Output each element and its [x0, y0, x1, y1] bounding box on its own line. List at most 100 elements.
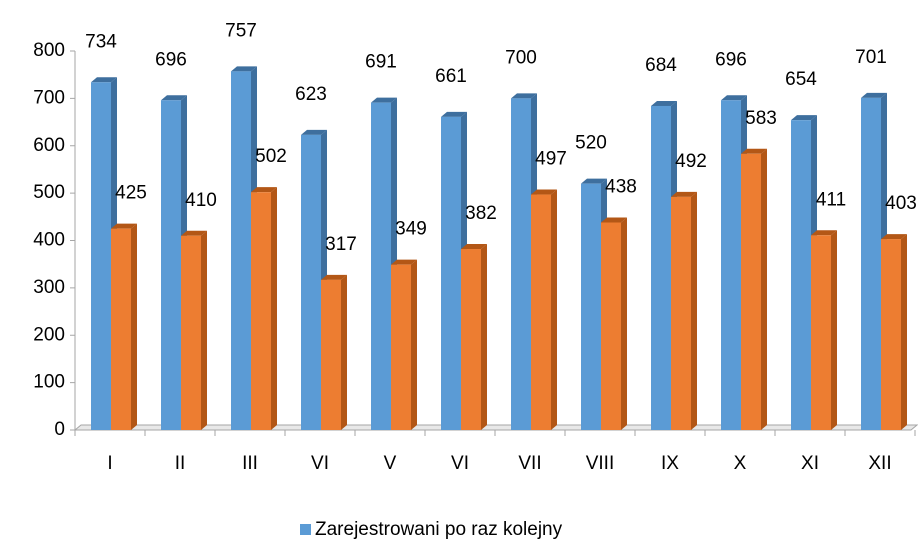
- floor: [73, 424, 918, 431]
- y-tick-label: 200: [33, 324, 65, 345]
- data-label: 623: [295, 84, 327, 105]
- bar: [251, 192, 271, 430]
- bar-top: [391, 259, 417, 265]
- bar-side: [201, 230, 207, 430]
- data-label: 349: [395, 219, 427, 240]
- bar: [601, 222, 621, 430]
- bar: [791, 120, 811, 430]
- bar-top: [581, 178, 607, 184]
- bar-side: [901, 234, 907, 430]
- bar-top: [601, 217, 627, 223]
- bar: [301, 134, 321, 430]
- bar-top: [791, 115, 817, 121]
- bar-side: [551, 189, 557, 430]
- x-tick-label: IX: [661, 453, 679, 474]
- data-label: 411: [816, 189, 846, 210]
- bar-group: [671, 191, 697, 430]
- x-tick-label: XI: [801, 453, 819, 474]
- bar-top: [91, 77, 117, 83]
- x-tick-label: VI: [451, 453, 469, 474]
- data-label: 492: [675, 151, 707, 172]
- x-tick-label: V: [384, 453, 397, 474]
- bar: [741, 153, 761, 430]
- bar-top: [881, 234, 907, 240]
- bar-side: [831, 230, 837, 430]
- data-label: 497: [535, 149, 567, 170]
- x-tick-label: XII: [868, 453, 891, 474]
- data-label: 757: [225, 20, 257, 41]
- bar: [881, 239, 901, 430]
- data-label: 403: [885, 193, 917, 214]
- bar-top: [861, 92, 887, 98]
- bar: [861, 97, 881, 431]
- x-tick-label: I: [107, 453, 112, 474]
- bar: [811, 235, 831, 430]
- bar-top: [301, 129, 327, 135]
- bar-side: [691, 191, 697, 430]
- bar-group: [391, 259, 417, 430]
- data-label: 701: [855, 47, 887, 68]
- bar-group: [181, 230, 207, 430]
- bar-side: [621, 217, 627, 430]
- data-label: 700: [505, 47, 537, 68]
- bar-top: [741, 148, 767, 154]
- bar: [91, 82, 111, 430]
- bar: [651, 105, 671, 430]
- data-label: 684: [645, 55, 677, 76]
- bar: [721, 100, 741, 431]
- bar: [581, 183, 601, 430]
- bar-top: [251, 187, 277, 193]
- y-tick-label: 300: [33, 277, 65, 298]
- bar-side: [341, 274, 347, 430]
- bar-group: [461, 244, 487, 430]
- bar-group: [321, 274, 347, 430]
- x-tick-label: VIII: [586, 453, 615, 474]
- bar-side: [481, 244, 487, 430]
- bar: [231, 71, 251, 430]
- bar-top: [441, 111, 467, 117]
- y-tick-label: 0: [54, 419, 65, 440]
- bar-top: [231, 66, 257, 72]
- bar-top: [531, 189, 557, 195]
- bar: [511, 98, 531, 430]
- legend-swatch: [300, 524, 311, 535]
- bar-side: [131, 223, 137, 430]
- bar-group: [881, 234, 907, 430]
- data-label: 317: [325, 234, 357, 255]
- bar: [671, 196, 691, 430]
- data-label: 410: [185, 190, 217, 211]
- bar: [531, 194, 551, 430]
- bar-top: [671, 191, 697, 197]
- data-label: 734: [85, 31, 117, 52]
- bar: [161, 100, 181, 431]
- bar-side: [271, 187, 277, 430]
- bar: [181, 235, 201, 430]
- y-tick-label: 500: [33, 182, 65, 203]
- bar: [441, 116, 461, 430]
- bar: [321, 279, 341, 430]
- data-label: 520: [575, 133, 607, 154]
- data-label: 583: [745, 108, 777, 129]
- x-tick-label: VI: [311, 453, 329, 474]
- legend-label: Zarejestrowani po raz kolejny: [315, 519, 563, 540]
- y-tick-label: 100: [33, 372, 65, 393]
- bar-group: [601, 217, 627, 430]
- y-tick-label: 600: [33, 135, 65, 156]
- y-tick-label: 800: [33, 40, 65, 61]
- bar-top: [111, 223, 137, 229]
- bar-group: [811, 230, 837, 430]
- bar-side: [761, 148, 767, 430]
- data-label: 696: [715, 49, 747, 70]
- data-label: 438: [605, 177, 637, 198]
- bar-top: [161, 95, 187, 101]
- bar-top: [511, 93, 537, 99]
- bar-top: [651, 100, 677, 106]
- y-tick-label: 700: [33, 87, 65, 108]
- bar-top: [811, 230, 837, 236]
- data-label: 382: [465, 203, 497, 224]
- bar-group: [111, 223, 137, 430]
- data-label: 425: [115, 183, 147, 204]
- data-label: 696: [155, 49, 187, 70]
- data-label: 691: [365, 52, 397, 73]
- data-label: 654: [785, 69, 817, 90]
